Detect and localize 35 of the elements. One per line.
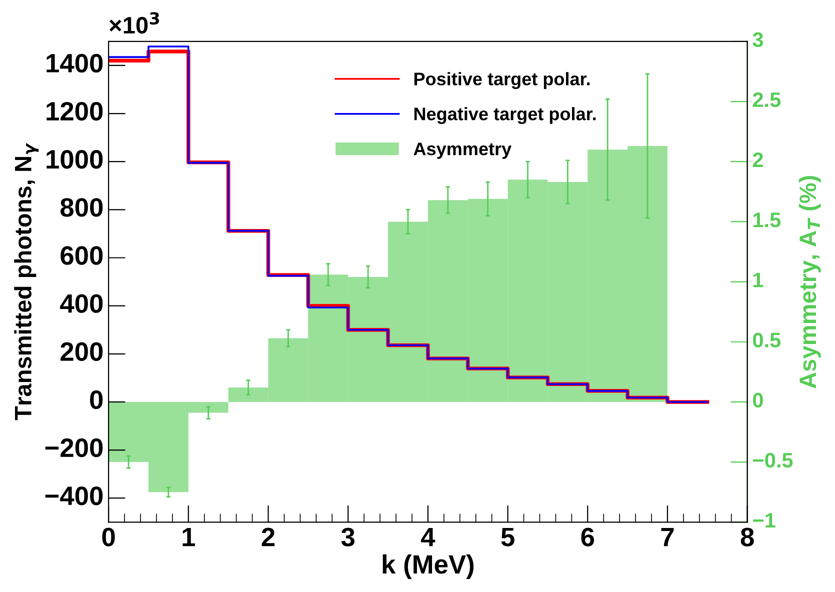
y2-tick-label: 0.5 (753, 332, 781, 348)
y2-tick-label: 1.5 (754, 212, 781, 228)
y-tick-label: 400 (60, 294, 103, 313)
y-tick-label: 800 (60, 198, 103, 217)
y-axis-title: Transmitted photons, N$_{γ}$ (14, 142, 39, 420)
y2-tick-label: 2 (752, 152, 763, 168)
y-tick-label: 0 (90, 390, 103, 410)
legend-label: Positive target polar. (414, 72, 590, 90)
y2-tick-label: 1 (754, 272, 764, 288)
x-tick-label: 4 (421, 528, 436, 546)
text: ×10$^{3}$ (110, 12, 160, 34)
y-tick-label: 1200 (46, 102, 103, 121)
y-tick-label: 1400 (46, 54, 103, 73)
y2-tick-label: −1 (753, 513, 776, 528)
y-tick-label: 1000 (46, 150, 103, 169)
y2-tick-label: −0.5 (753, 452, 793, 468)
y-tick-label: 200 (60, 342, 103, 361)
x-tick-label: 5 (501, 528, 514, 546)
legend-label: Negative target polar. (414, 107, 596, 124)
x-tick-label: 6 (581, 528, 594, 546)
x-tick-label: 0 (102, 528, 115, 546)
y2-tick-label: 0 (753, 392, 763, 408)
y2-axis-title: Asymmetry, A$_{T}$ (%) (798, 176, 821, 388)
y-tick-label: −200 (45, 438, 103, 458)
x-axis-title: k (MeV) (382, 554, 474, 579)
legend-label: Asymmetry (414, 142, 512, 159)
x-tick-label: 1 (182, 528, 195, 546)
x-tick-label: 2 (262, 528, 275, 546)
x-tick-label: 8 (740, 528, 754, 546)
y2-tick-label: 3 (752, 32, 764, 48)
x-tick-label: 3 (341, 528, 354, 546)
y-tick-label: 600 (60, 246, 103, 265)
y-tick-label: −400 (45, 486, 103, 506)
x-tick-label: 7 (661, 528, 674, 546)
y2-tick-label: 2.5 (752, 92, 781, 108)
